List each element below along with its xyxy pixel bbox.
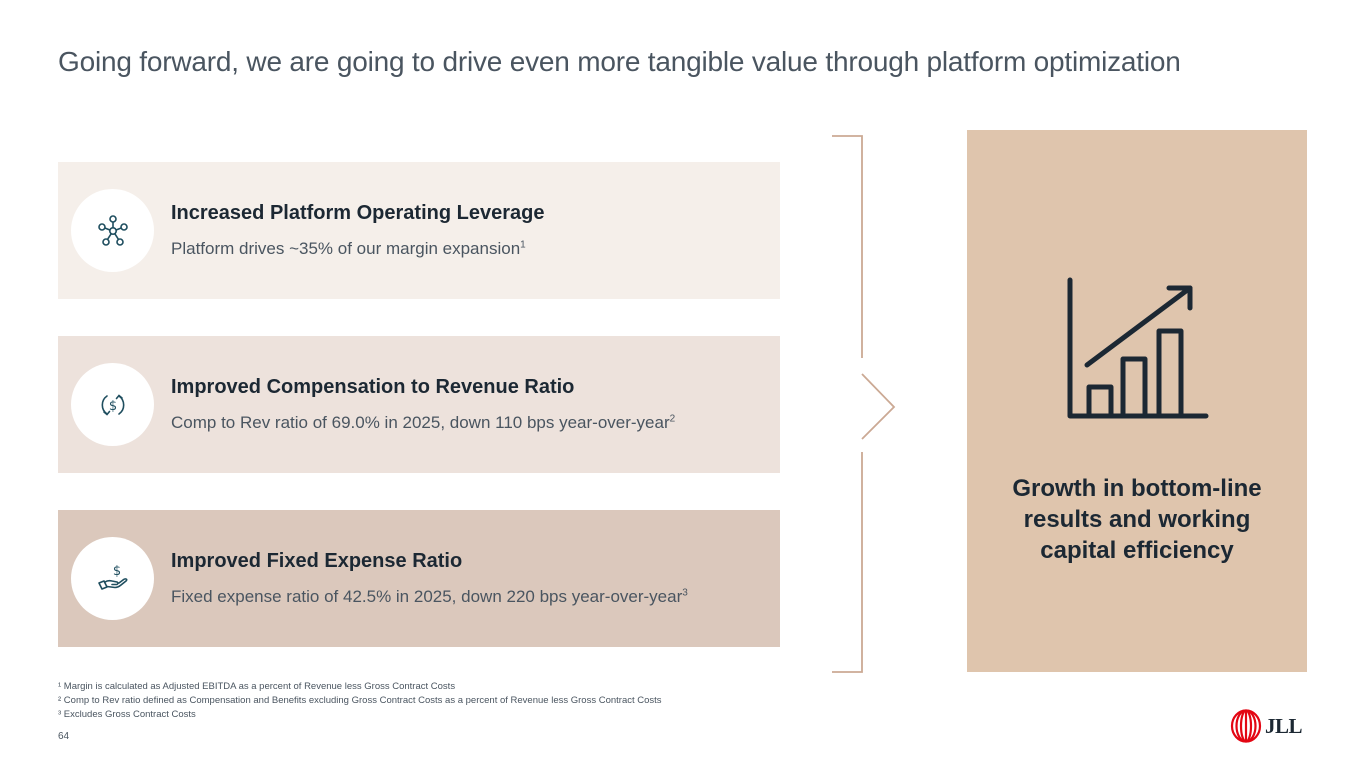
card-body: Fixed expense ratio of 42.5% in 2025, do… bbox=[171, 587, 688, 607]
card-title: Increased Platform Operating Leverage bbox=[171, 202, 545, 224]
growth-chart-icon bbox=[1067, 277, 1209, 419]
card-fixed-expense-ratio: $ Improved Fixed Expense Ratio Fixed exp… bbox=[58, 510, 780, 647]
icon-circle: $ bbox=[71, 363, 154, 446]
footnote-3: ³ Excludes Gross Contract Costs bbox=[58, 709, 196, 720]
card-title: Improved Compensation to Revenue Ratio bbox=[171, 376, 575, 398]
svg-text:$: $ bbox=[112, 564, 120, 579]
card-body: Platform drives ~35% of our margin expan… bbox=[171, 239, 526, 259]
jll-logo: JLL bbox=[1230, 708, 1308, 744]
logo-wordmark: JLL bbox=[1265, 713, 1303, 738]
icon-circle: $ bbox=[71, 537, 154, 620]
card-comp-revenue-ratio: $ Improved Compensation to Revenue Ratio… bbox=[58, 336, 780, 473]
footnote-1: ¹ Margin is calculated as Adjusted EBITD… bbox=[58, 681, 456, 692]
card-platform-leverage: Increased Platform Operating Leverage Pl… bbox=[58, 162, 780, 299]
page-number: 64 bbox=[58, 731, 70, 742]
footnote-ref: 3 bbox=[682, 587, 688, 599]
page-title: Going forward, we are going to drive eve… bbox=[58, 46, 1181, 77]
dollar-cycle-icon: $ bbox=[101, 393, 124, 416]
result-panel: Growth in bottom-line results and workin… bbox=[967, 130, 1307, 672]
hand-dollar-icon: $ bbox=[97, 564, 128, 590]
card-body-text: Fixed expense ratio of 42.5% in 2025, do… bbox=[171, 587, 683, 606]
icon-circle bbox=[71, 189, 154, 272]
svg-text:$: $ bbox=[108, 399, 116, 414]
footnotes: ¹ Margin is calculated as Adjusted EBITD… bbox=[58, 680, 662, 722]
card-body-text: Platform drives ~35% of our margin expan… bbox=[171, 239, 521, 258]
card-title: Improved Fixed Expense Ratio bbox=[171, 550, 463, 572]
footnote-2: ² Comp to Rev ratio defined as Compensat… bbox=[58, 695, 662, 706]
bracket-arrow-connector bbox=[832, 135, 896, 673]
result-text: Growth in bottom-line results and workin… bbox=[1012, 475, 1262, 564]
footnote-ref: 2 bbox=[669, 413, 676, 425]
card-body-text: Comp to Rev ratio of 69.0% in 2025, down… bbox=[171, 413, 670, 432]
card-body: Comp to Rev ratio of 69.0% in 2025, down… bbox=[171, 413, 675, 433]
jll-logo-mark-icon bbox=[1230, 709, 1262, 743]
network-nodes-icon bbox=[97, 214, 128, 246]
footnote-ref: 1 bbox=[520, 239, 526, 251]
